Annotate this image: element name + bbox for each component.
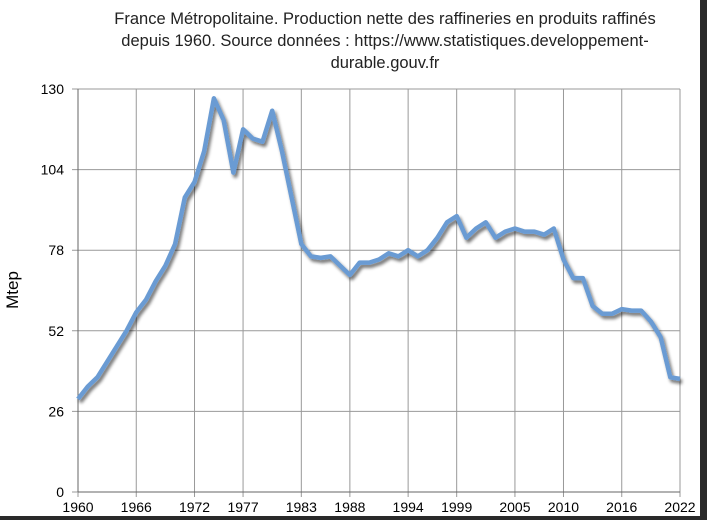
data-line — [76, 96, 681, 401]
chart-title: France Métropolitaine. Production nette … — [114, 10, 656, 72]
y-tick-label: 26 — [48, 403, 64, 419]
y-tick-label: 130 — [41, 81, 65, 97]
y-tick-label: 78 — [48, 242, 64, 258]
edge — [0, 516, 707, 520]
y-tick-label: 104 — [41, 162, 65, 178]
x-tick-label: 2022 — [664, 499, 695, 515]
x-tick-label: 1960 — [62, 499, 93, 515]
y-axis-label: Mtep — [3, 271, 22, 309]
x-tick-label: 2016 — [606, 499, 637, 515]
x-tick-label: 2010 — [548, 499, 579, 515]
x-tick-label: 1972 — [179, 499, 210, 515]
x-tick-label: 1977 — [227, 499, 258, 515]
y-tick-label: 52 — [48, 323, 64, 339]
edge — [700, 0, 707, 520]
x-tick-label: 1994 — [393, 499, 424, 515]
x-tick-label: 1983 — [286, 499, 317, 515]
x-tick-label: 2005 — [499, 499, 530, 515]
x-tick-label: 1999 — [441, 499, 472, 515]
y-tick-label: 0 — [56, 484, 64, 500]
x-tick-label: 1966 — [121, 499, 152, 515]
x-tick-label: 1988 — [334, 499, 365, 515]
